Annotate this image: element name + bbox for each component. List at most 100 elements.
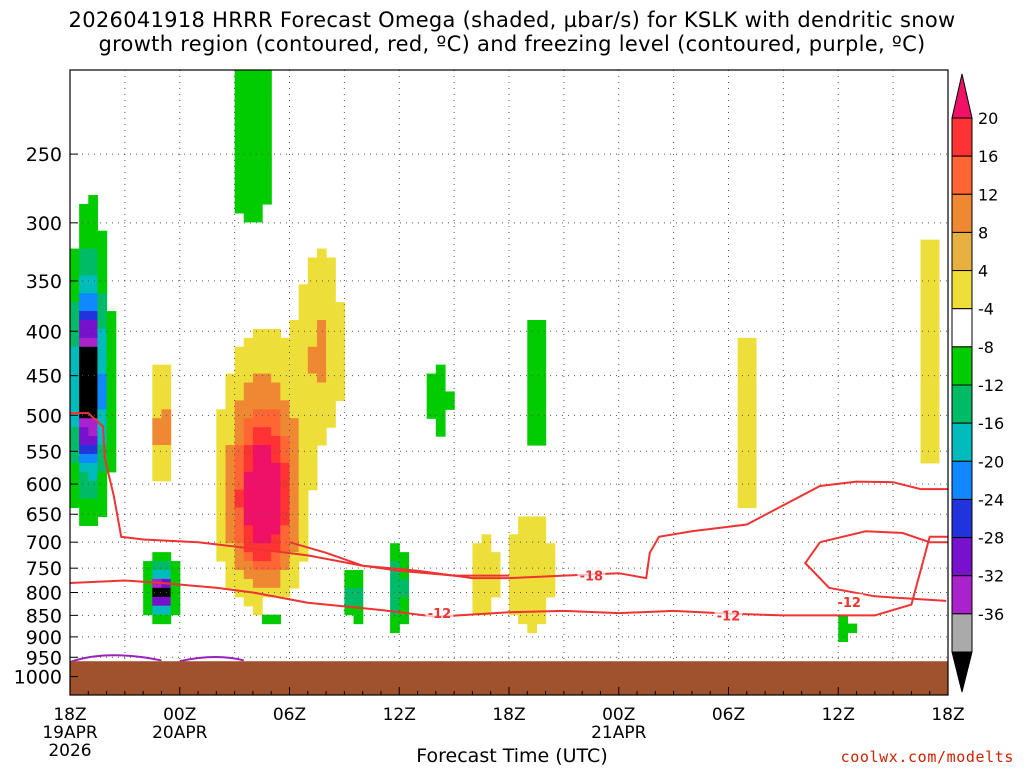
- omega-cell: [234, 96, 245, 107]
- omega-cell: [262, 409, 272, 419]
- colorbar-box: [951, 231, 973, 272]
- contour-12-loop-bottom: [804, 541, 947, 602]
- omega-cell: [746, 462, 757, 473]
- omega-cell: [929, 275, 940, 285]
- omega-cell: [527, 427, 538, 437]
- omega-cell: [234, 186, 245, 196]
- omega-cell: [88, 507, 99, 518]
- omega-cell: [88, 302, 99, 312]
- omega-cell: [746, 391, 757, 401]
- omega-cell: [70, 302, 80, 312]
- omega-cell: [252, 391, 263, 401]
- omega-cell: [929, 248, 940, 259]
- omega-cell: [316, 275, 327, 285]
- omega-cell: [243, 453, 254, 464]
- omega-cell: [88, 391, 99, 401]
- y-axis: 2503003504004505005506006507007508008509…: [14, 144, 78, 689]
- omega-cell: [88, 516, 99, 526]
- omega-cell: [106, 355, 117, 366]
- omega-cell: [88, 445, 99, 455]
- omega-cell: [426, 382, 437, 393]
- colorbar-label: -24: [978, 490, 1004, 509]
- omega-cell: [88, 275, 99, 285]
- omega-cell: [88, 471, 99, 482]
- omega-cell: [97, 480, 108, 491]
- omega-cell: [70, 471, 80, 482]
- omega-cell: [243, 578, 254, 589]
- omega-cell: [536, 391, 547, 401]
- omega-cell: [262, 141, 272, 151]
- omega-cell: [79, 436, 89, 446]
- omega-cell: [472, 552, 483, 562]
- omega-cell: [280, 373, 291, 384]
- omega-cell: [390, 570, 400, 580]
- omega-cell: [234, 159, 245, 169]
- omega-cell: [271, 391, 281, 401]
- omega-cell: [106, 391, 117, 401]
- omega-cell: [518, 605, 528, 616]
- omega-cell: [335, 346, 345, 357]
- omega-cell: [152, 445, 163, 455]
- omega-cell: [262, 489, 272, 500]
- omega-cell: [243, 418, 254, 428]
- omega-cell: [280, 337, 291, 348]
- omega-cell: [79, 391, 89, 401]
- omega-cell: [527, 320, 538, 330]
- omega-cell: [234, 570, 245, 580]
- omega-cell: [307, 302, 318, 312]
- omega-cell: [243, 409, 254, 419]
- omega-cell: [307, 346, 318, 357]
- omega-cell: [252, 578, 263, 589]
- omega-cell: [527, 364, 538, 375]
- omega-cell: [262, 150, 272, 160]
- omega-cell: [243, 596, 254, 607]
- omega-cell: [170, 596, 181, 607]
- omega-cell: [929, 364, 940, 375]
- omega-cell: [929, 409, 940, 419]
- colorbar-label: -16: [978, 414, 1004, 433]
- omega-cell: [472, 596, 483, 607]
- omega-cell: [280, 552, 291, 562]
- omega-cell: [70, 400, 80, 410]
- omega-cell: [280, 391, 291, 401]
- omega-cell: [326, 293, 336, 303]
- y-tick-label: 950: [26, 647, 62, 669]
- omega-cell: [79, 221, 89, 232]
- omega-cell: [252, 418, 263, 428]
- omega-cell: [920, 364, 931, 375]
- omega-cell: [97, 471, 108, 482]
- omega-cell: [536, 328, 547, 339]
- omega-cell: [316, 355, 327, 366]
- omega-cell: [527, 525, 538, 535]
- omega-cell: [280, 543, 291, 553]
- omega-cell: [234, 123, 245, 134]
- omega-cell: [225, 534, 236, 544]
- omega-cell: [243, 123, 254, 134]
- omega-cell: [79, 480, 89, 491]
- omega-cell: [252, 480, 263, 491]
- omega-cell: [426, 391, 437, 401]
- omega-cell: [234, 418, 245, 428]
- omega-cell: [79, 302, 89, 312]
- omega-cell: [298, 534, 309, 544]
- omega-cell: [271, 471, 281, 482]
- colorbar-label: -12: [978, 376, 1004, 395]
- omega-cell: [243, 552, 254, 562]
- omega-cell: [435, 400, 446, 410]
- omega-cell: [152, 391, 163, 401]
- omega-cell: [527, 436, 538, 446]
- omega-cell: [527, 373, 538, 384]
- omega-cell: [79, 498, 89, 509]
- omega-cell: [70, 453, 80, 464]
- omega-cell: [97, 293, 108, 303]
- omega-cell: [920, 418, 931, 428]
- omega-cell: [97, 302, 108, 312]
- omega-cell: [289, 337, 300, 348]
- omega-cell: [289, 471, 300, 482]
- omega-cell: [298, 373, 309, 384]
- omega-cell: [289, 561, 300, 571]
- omega-cell: [262, 391, 272, 401]
- x-tick-date: 20APR: [152, 723, 208, 743]
- omega-cell: [234, 391, 245, 401]
